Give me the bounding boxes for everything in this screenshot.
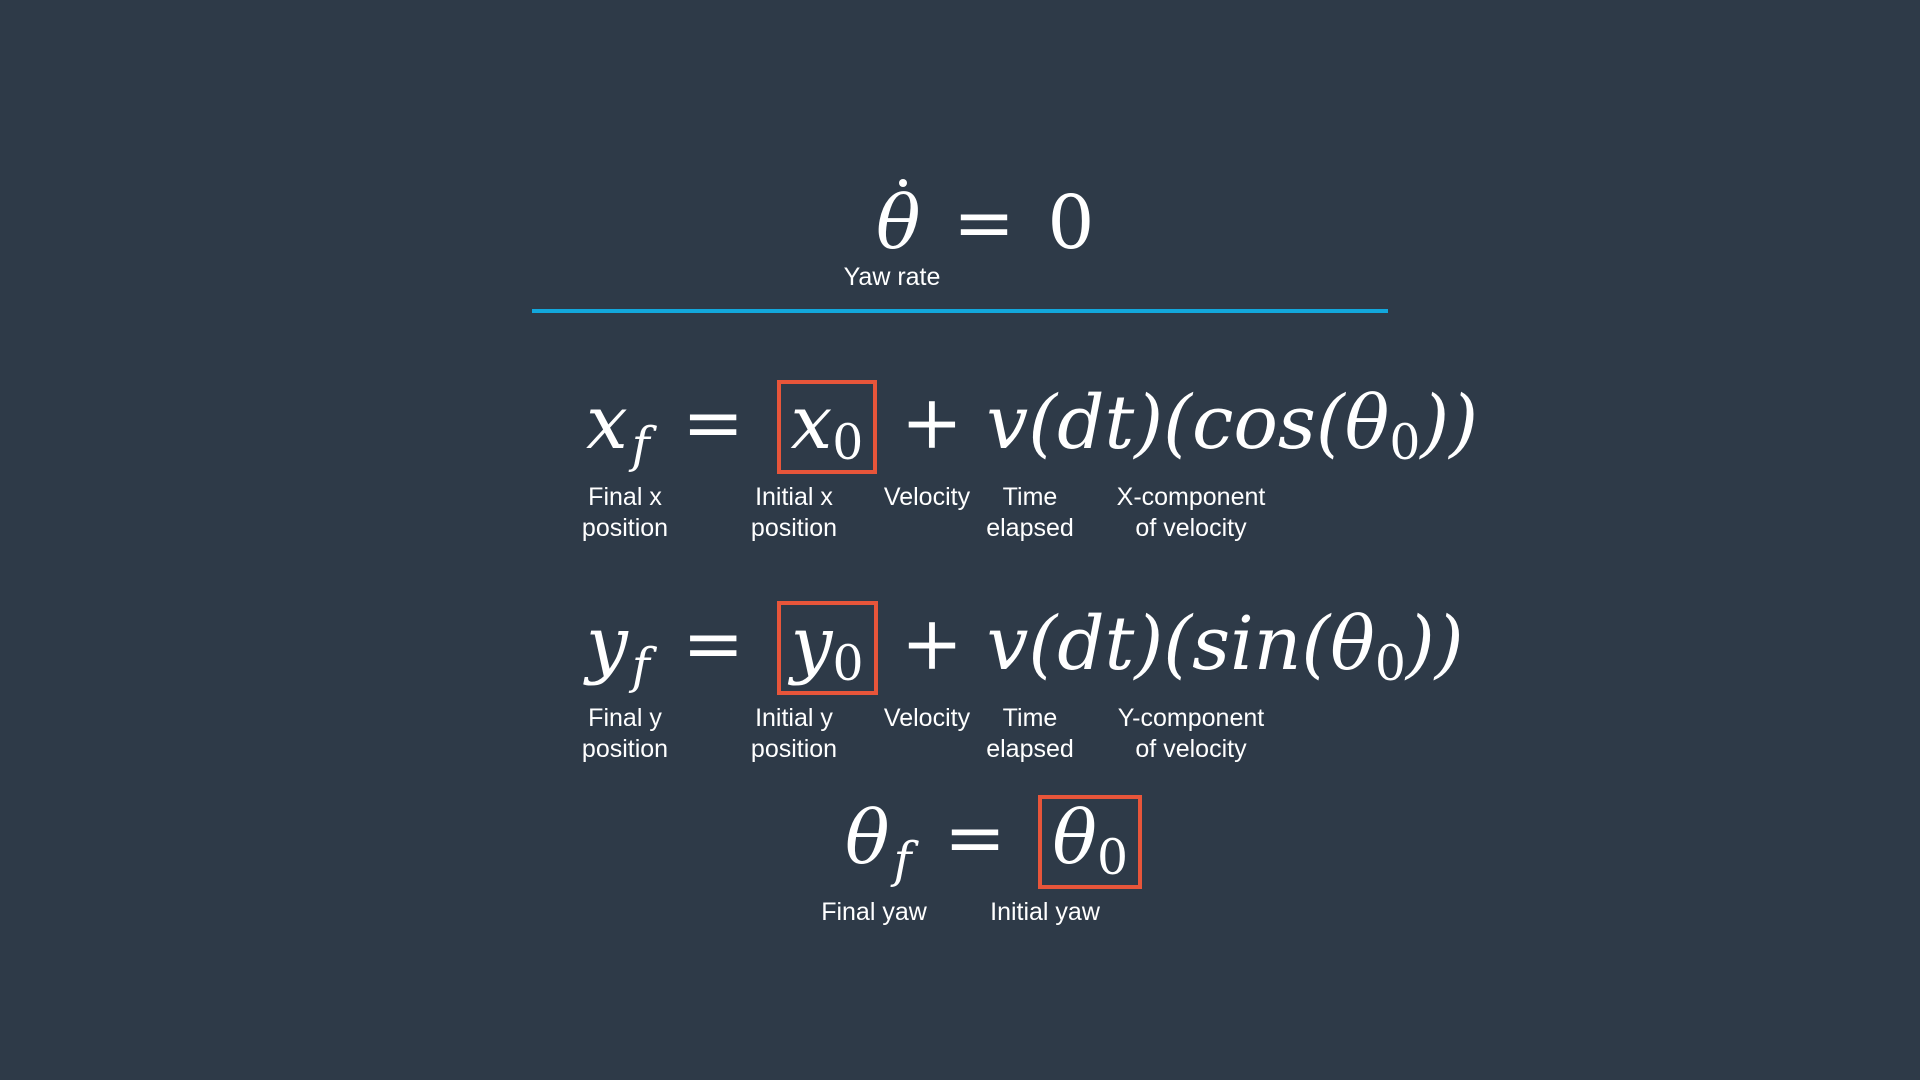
label-initial-x-position: Initial x position — [750, 483, 838, 542]
yaw-equation: θf = θ0 — [845, 795, 1143, 889]
theta-final-subscript: f — [893, 831, 912, 889]
x-initial-symbol: x — [790, 380, 833, 466]
yaw-rate-equation: θ = 0 — [876, 186, 1094, 260]
y-position-equation: yf = y0 + v(dt)(sin(θ0)) — [586, 601, 1464, 695]
y-velocity-term: + v(dt)(sin(θ — [901, 601, 1375, 687]
y-closing-parens: )) — [1405, 601, 1464, 687]
x-final-subscript: f — [631, 416, 650, 474]
time-derivative-dot — [899, 179, 907, 187]
initial-yaw-box: θ0 — [1038, 795, 1143, 889]
yaw-rate-label: Yaw rate — [843, 263, 941, 291]
equals-sign: = — [952, 180, 1015, 266]
label-initial-y-position: Initial y position — [750, 704, 838, 763]
equals-sign: = — [682, 601, 745, 687]
theta-initial-subscript: 0 — [1096, 828, 1129, 886]
label-time-elapsed: Time elapsed — [986, 704, 1074, 763]
yaw-rate-value: 0 — [1047, 180, 1095, 266]
label-final-yaw: Final yaw — [821, 898, 927, 926]
initial-y-box: y0 — [776, 601, 878, 695]
x-closing-parens: )) — [1420, 380, 1479, 466]
x-theta-subscript: 0 — [1389, 413, 1421, 471]
x-position-equation: xf = x0 + v(dt)(cos(θ0)) — [586, 380, 1478, 474]
y-initial-subscript: 0 — [832, 634, 864, 692]
equals-sign: = — [682, 380, 745, 466]
x-initial-subscript: 0 — [832, 413, 864, 471]
label-x-component-of-velocity: X-component of velocity — [1116, 483, 1266, 542]
label-velocity: Velocity — [883, 483, 971, 511]
equals-sign: = — [943, 795, 1006, 881]
label-initial-yaw: Initial yaw — [990, 898, 1100, 926]
label-velocity: Velocity — [883, 704, 971, 732]
x-final-symbol: x — [586, 380, 628, 466]
label-time-elapsed: Time elapsed — [986, 483, 1074, 542]
theta-initial-symbol: θ — [1052, 795, 1097, 881]
y-initial-symbol: y — [790, 601, 833, 687]
section-divider — [532, 309, 1388, 313]
y-final-symbol: y — [586, 601, 628, 687]
label-final-x-position: Final x position — [581, 483, 669, 542]
theta-final-symbol: θ — [845, 795, 890, 881]
theta-dot-symbol: θ — [876, 180, 921, 266]
x-velocity-term: + v(dt)(cos(θ — [900, 380, 1390, 466]
y-theta-subscript: 0 — [1374, 634, 1406, 692]
label-final-y-position: Final y position — [581, 704, 669, 763]
initial-x-box: x0 — [776, 380, 878, 474]
label-y-component-of-velocity: Y-component of velocity — [1117, 704, 1265, 763]
y-final-subscript: f — [631, 637, 650, 695]
